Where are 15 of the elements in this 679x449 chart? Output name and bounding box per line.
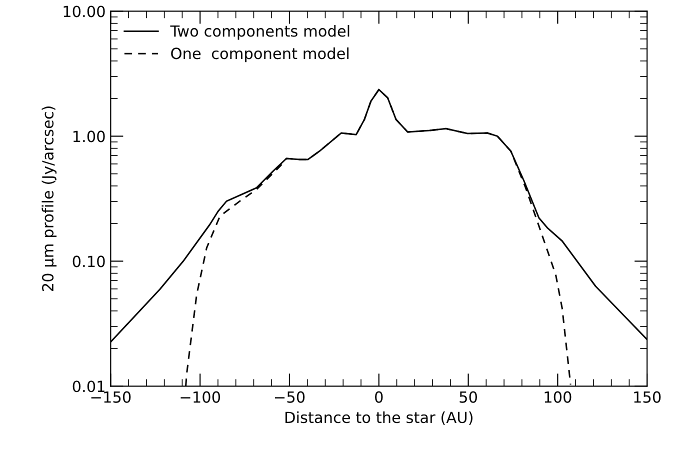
legend-label: One component model xyxy=(171,47,349,62)
y-tick-label: 0.01 xyxy=(72,380,104,392)
x-tick-label: −50 xyxy=(274,391,305,403)
legend-label: Two components model xyxy=(170,24,350,40)
y-tick-label: 10.00 xyxy=(64,6,105,18)
y-tick-label: 0.10 xyxy=(72,256,105,268)
x-tick-label: 0 xyxy=(375,391,383,403)
x-tick-label: −100 xyxy=(180,391,220,403)
x-axis-title: Distance to the star (AU) xyxy=(285,411,472,425)
x-tick-label: 50 xyxy=(460,391,477,403)
x-tick-label: 100 xyxy=(544,391,572,403)
x-tick-label: 150 xyxy=(634,391,661,403)
y-axis-title: 20 μm profile (Jy/arcsec) xyxy=(42,106,57,292)
y-tick-label: 1.00 xyxy=(73,130,105,142)
x-tick-label: −150 xyxy=(91,391,131,403)
